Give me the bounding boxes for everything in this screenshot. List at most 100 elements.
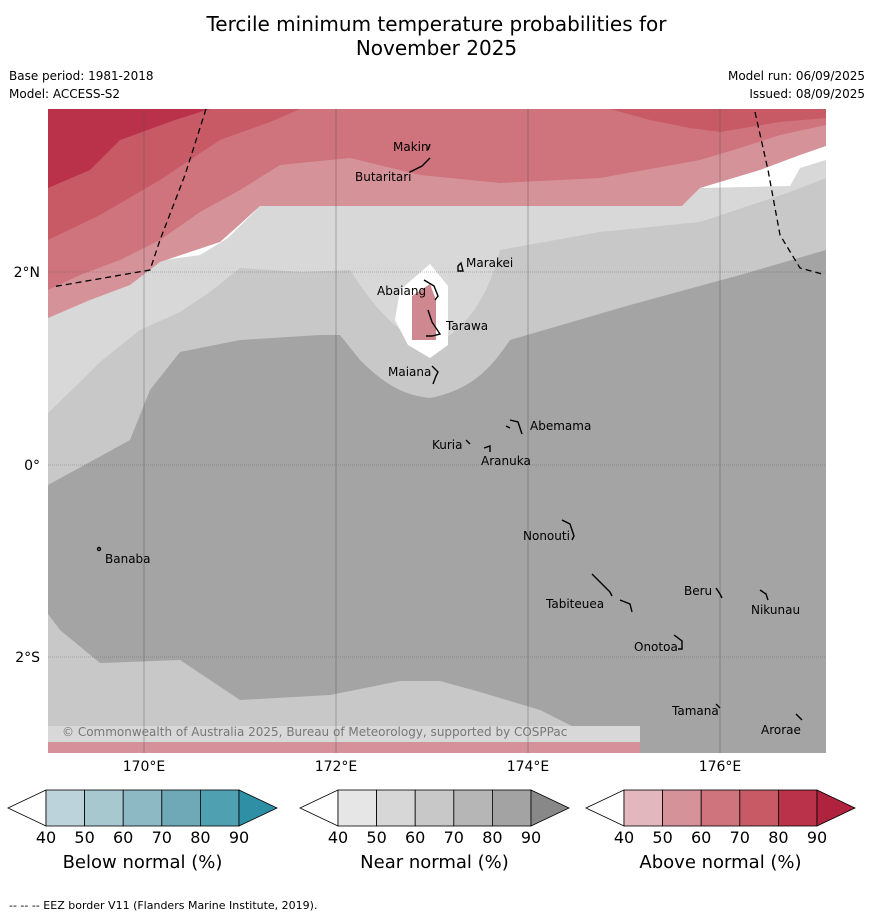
colorbar-0-min-arrow [7, 789, 47, 827]
title-line-2: November 2025 [355, 36, 518, 60]
label-makin: Makin [393, 140, 429, 154]
colorbar-0-segment [45, 789, 85, 827]
latitude-labels: 2°N 0° 2°S [14, 265, 41, 666]
colorbar-1-segment [414, 789, 455, 827]
label-maiana: Maiana [388, 365, 431, 379]
island-banaba [96, 546, 102, 552]
label-marakei: Marakei [466, 256, 513, 270]
island-maiana [431, 365, 439, 385]
island-aranuka [483, 445, 491, 452]
meta-left: Base period: 1981-2018 Model: ACCESS-S2 [9, 67, 154, 103]
island-butaritari [409, 157, 431, 173]
label-nikunau: Nikunau [751, 603, 800, 617]
lat-label-0: 0° [24, 458, 40, 474]
label-abaiang: Abaiang [377, 284, 426, 298]
colorbar-2-segment [700, 789, 741, 827]
island-marakei [457, 261, 464, 272]
model-name: Model: ACCESS-S2 [9, 87, 121, 101]
colorbar-0-tick: 70 [151, 828, 172, 847]
colorbar-2-label: Above normal (%) [639, 852, 802, 873]
label-beru: Beru [684, 584, 712, 598]
lon-label-172: 172°E [314, 759, 358, 775]
island-abemama [505, 419, 523, 435]
colorbar-2-segment [739, 789, 779, 827]
colorbar-0-tick: 90 [228, 828, 250, 847]
label-kuria: Kuria [432, 438, 463, 452]
title-line-1: Tercile minimum temperature probabilitie… [206, 12, 667, 36]
colorbar-2-tick: 70 [729, 828, 750, 847]
lon-label-176: 176°E [698, 759, 742, 775]
label-abemama: Abemama [530, 419, 591, 433]
colorbar-0-label: Below normal (%) [62, 852, 223, 873]
colorbar-1-tick: 40 [327, 828, 349, 847]
band-above-80-west [48, 109, 210, 188]
colorbar-1-segment [337, 789, 377, 827]
label-banaba: Banaba [105, 552, 151, 566]
colorbar-1-label: Near normal (%) [360, 852, 509, 873]
colorbar-0-segment [122, 789, 163, 827]
band-above-60 [48, 109, 826, 290]
band-near-60-south [48, 614, 640, 753]
island-arorae [795, 713, 803, 721]
colorbar-1-tick: 60 [405, 828, 426, 847]
islands [96, 143, 803, 721]
colorbar-2-segment [623, 789, 663, 827]
issued-date: Issued: 08/09/2025 [749, 87, 865, 101]
lat-label-2s: 2°S [15, 650, 40, 666]
island-makin [427, 143, 431, 151]
colorbar-0-tick: 40 [35, 828, 57, 847]
colorbar-2-segment [662, 789, 702, 827]
lat-label-2n: 2°N [14, 265, 40, 281]
lon-label-170: 170°E [122, 759, 166, 775]
label-butaritari: Butaritari [355, 170, 412, 184]
colorbar-2-tick: 40 [613, 828, 635, 847]
band-above-south [48, 742, 640, 753]
eez-border [51, 109, 823, 288]
colorbar-2-tick: 80 [768, 828, 789, 847]
label-nonouti: Nonouti [523, 529, 570, 543]
label-tamana: Tamana [671, 704, 719, 718]
island-beru [715, 587, 723, 599]
band-above-70-east [610, 109, 826, 132]
lon-label-174: 174°E [506, 759, 550, 775]
island-tarawa [426, 309, 442, 337]
colorbar-2-tick: 90 [806, 828, 828, 847]
colorbar-1-tick: 80 [482, 828, 503, 847]
colorbar-0-tick: 80 [190, 828, 211, 847]
base-period: Base period: 1981-2018 [9, 69, 154, 83]
colorbar-1-segment [376, 789, 416, 827]
graticule [48, 109, 826, 753]
colorbar-0-tick: 60 [113, 828, 134, 847]
island-onotoa [673, 634, 683, 650]
colorbar-0-max-arrow [238, 789, 278, 827]
model-run: Model run: 06/09/2025 [727, 69, 865, 83]
label-arorae: Arorae [761, 723, 801, 737]
colorbar-0-segment [199, 789, 240, 827]
island-abaiang [423, 279, 439, 301]
colorbar-1-tick: 50 [366, 828, 387, 847]
colorbar-0-segment [84, 789, 124, 827]
colorbar-2-tick: 50 [652, 828, 673, 847]
colorbar-2-min-arrow [585, 789, 625, 827]
island-nonouti [561, 519, 575, 541]
island-tabiteuea [591, 573, 633, 613]
island-tamana [715, 703, 721, 709]
colorbar-0-tick: 50 [74, 828, 95, 847]
colorbar-2-max-arrow [816, 789, 856, 827]
colorbar-1-tick: 70 [443, 828, 464, 847]
meta-right: Model run: 06/09/2025 Issued: 08/09/2025 [728, 67, 865, 103]
label-aranuka: Aranuka [481, 454, 531, 468]
colorbar-1-tick: 90 [520, 828, 542, 847]
colorbar-2-segment [778, 789, 818, 827]
map-area: Makin Butaritari Marakei Abaiang Tarawa … [48, 109, 826, 753]
colorbar-2-tick: 60 [691, 828, 712, 847]
tarawa-above [412, 284, 436, 340]
label-onotoa: Onotoa [634, 640, 678, 654]
label-tabiteuea: Tabiteuea [545, 597, 604, 611]
island-kuria [465, 439, 471, 445]
colorbar-1-max-arrow [530, 789, 570, 827]
eez-legend-note: -- -- -- EEZ border V11 (Flanders Marine… [9, 899, 318, 912]
island-labels: Makin Butaritari Marakei Abaiang Tarawa … [105, 140, 801, 737]
colorbar-1-segment [453, 789, 493, 827]
